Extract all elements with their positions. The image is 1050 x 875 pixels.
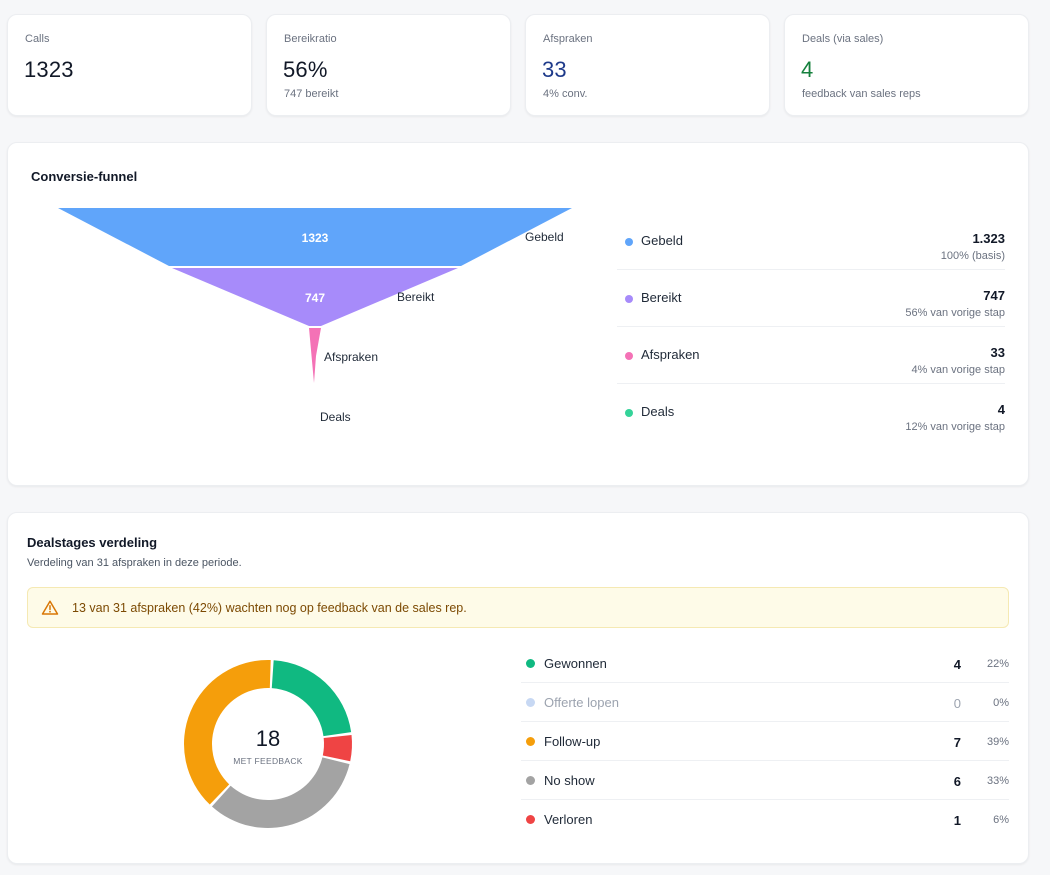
funnel-legend-bereikt: Bereikt 747 56% van vorige stap [617, 270, 1005, 327]
legend-dot [526, 737, 535, 746]
kpi-card-bereikratio: Bereikratio 56% 747 bereikt [266, 14, 511, 116]
funnel-title: Conversie-funnel [31, 169, 138, 184]
legend-value: 747 [983, 288, 1005, 303]
funnel-chart: 1323 747 Gebeld Bereikt Afspraken Deals [58, 208, 572, 424]
dealstage-pct: 22% [986, 658, 1009, 670]
funnel-stage-label: Bereikt [397, 290, 435, 304]
kpi-label: Bereikratio [284, 33, 337, 45]
legend-dot [526, 815, 535, 824]
legend-dot [625, 352, 633, 360]
kpi-label: Deals (via sales) [802, 33, 884, 45]
dealstage-name: Gewonnen [544, 656, 607, 671]
dealstage-row-gewonnen[interactable]: Gewonnen 4 22% [521, 644, 1009, 683]
kpi-card-deals: Deals (via sales) 4 feedback van sales r… [784, 14, 1029, 116]
legend-name: Gebeld [641, 233, 683, 248]
legend-dot [625, 238, 633, 246]
donut-slice-no-show[interactable] [211, 757, 350, 828]
donut-slice-follow-up[interactable] [184, 660, 271, 805]
funnel-segment-bereikt[interactable] [172, 268, 458, 326]
dealstages-donut: 18 MET FEEDBACK [184, 660, 352, 828]
legend-pct: 56% van vorige stap [905, 307, 1005, 319]
legend-name: Deals [641, 404, 675, 419]
funnel-stage-label: Afspraken [324, 350, 378, 364]
warning-icon [41, 600, 59, 615]
dealstage-count: 1 [953, 813, 961, 828]
legend-name: Bereikt [641, 290, 682, 305]
dealstage-count: 7 [953, 735, 961, 750]
dealstages-title: Dealstages verdeling [27, 535, 158, 550]
kpi-sub: 747 bereikt [284, 88, 339, 100]
dealstages-subtitle: Verdeling van 31 afspraken in deze perio… [27, 557, 242, 569]
dealstage-name: Verloren [544, 812, 593, 827]
dealstage-row-offerte-lopen[interactable]: Offerte lopen 0 0% [521, 683, 1009, 722]
legend-pct: 12% van vorige stap [905, 421, 1005, 433]
kpi-card-afspraken: Afspraken 33 4% conv. [525, 14, 770, 116]
dealstage-count: 6 [953, 774, 961, 789]
legend-name: Afspraken [641, 347, 700, 362]
legend-value: 1.323 [972, 231, 1005, 246]
legend-value: 33 [990, 345, 1005, 360]
funnel-value-label: 747 [305, 291, 325, 305]
kpi-value: 56% [283, 57, 328, 82]
legend-pct: 100% (basis) [940, 250, 1005, 262]
dealstage-pct: 6% [993, 814, 1009, 826]
legend-pct: 4% van vorige stap [911, 364, 1005, 376]
dealstage-pct: 33% [986, 775, 1009, 787]
alert-text: 13 van 31 afspraken (42%) wachten nog op… [72, 601, 467, 615]
dealstage-row-verloren[interactable]: Verloren 1 6% [521, 800, 1009, 839]
donut-center-label: MET FEEDBACK [233, 756, 303, 766]
dealstage-pct: 39% [986, 736, 1009, 748]
dealstage-count: 0 [953, 696, 961, 711]
funnel-stage-label: Gebeld [525, 230, 564, 244]
legend-dot [526, 776, 535, 785]
kpi-sub: feedback van sales reps [802, 88, 921, 100]
legend-dot [526, 659, 535, 668]
legend-dot [526, 698, 535, 707]
dealstage-row-no-show[interactable]: No show 6 33% [521, 761, 1009, 800]
funnel-card [7, 142, 1029, 486]
legend-dot [625, 409, 633, 417]
funnel-segment-gebeld[interactable] [58, 208, 572, 266]
dealstage-name: Offerte lopen [544, 695, 619, 710]
kpi-label: Calls [25, 33, 50, 45]
dealstage-name: Follow-up [544, 734, 601, 749]
funnel-value-label: 1323 [302, 231, 329, 245]
dealstage-row-follow-up[interactable]: Follow-up 7 39% [521, 722, 1009, 761]
dealstage-count: 4 [953, 657, 961, 672]
funnel-legend-afspraken: Afspraken 33 4% van vorige stap [617, 327, 1005, 384]
funnel-stage-label: Deals [320, 410, 351, 424]
dealstages-card [7, 512, 1029, 864]
kpi-label: Afspraken [543, 33, 593, 45]
donut-slice-verloren[interactable] [322, 735, 352, 762]
dealstage-pct: 0% [993, 697, 1009, 709]
donut-slice-gewonnen[interactable] [271, 660, 352, 737]
kpi-card-calls: Calls 1323 [7, 14, 252, 116]
kpi-value: 1323 [24, 57, 74, 82]
funnel-legend-deals: Deals 4 12% van vorige stap [617, 384, 1005, 441]
funnel-segment-afspraken[interactable] [309, 328, 321, 383]
legend-dot [625, 295, 633, 303]
kpi-sub: 4% conv. [543, 88, 588, 100]
kpi-value: 33 [542, 57, 567, 82]
kpi-value: 4 [801, 57, 814, 82]
donut-center-value: 18 [256, 726, 280, 751]
feedback-alert: 13 van 31 afspraken (42%) wachten nog op… [27, 587, 1009, 628]
legend-value: 4 [997, 402, 1005, 417]
dealstage-name: No show [544, 773, 595, 788]
funnel-legend-gebeld: Gebeld 1.323 100% (basis) [617, 213, 1005, 270]
